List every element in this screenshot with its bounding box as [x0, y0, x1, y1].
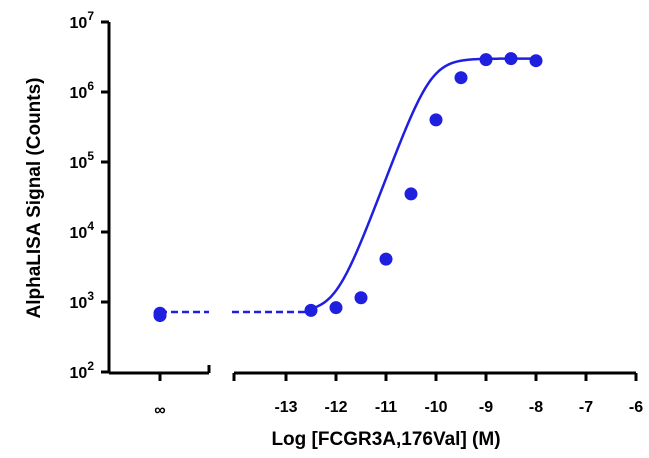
fit-curve	[310, 57, 536, 310]
y-tick-label: 106	[70, 79, 95, 102]
y-axis-title: AlphaLISA Signal (Counts)	[24, 77, 45, 318]
plot-area	[153, 52, 543, 323]
y-tick-base: 10	[70, 155, 88, 172]
y-tick-base: 10	[70, 295, 88, 312]
y-tick-base: 10	[70, 15, 88, 32]
y-tick-exponent: 6	[87, 79, 94, 93]
x-tick-label: -8	[529, 399, 543, 416]
x-tick-label-infinity: ∞	[154, 402, 165, 419]
y-tick-label: 103	[70, 289, 95, 312]
data-point	[454, 71, 468, 85]
x-tick-label: -6	[629, 399, 643, 416]
x-tick-label: -10	[424, 399, 447, 416]
y-tick-label: 102	[70, 359, 95, 382]
y-tick-exponent: 2	[87, 359, 94, 373]
y-tick-base: 10	[70, 85, 88, 102]
x-axis: ∞ -13 -12 -11 -10 -9 -8 -7 -6 Log [FCGR3A,176Val…	[109, 365, 643, 450]
y-tick-exponent: 4	[87, 219, 94, 233]
x-ticks: ∞ -13 -12 -11 -10 -9 -8 -7 -6	[154, 365, 643, 419]
data-point	[404, 187, 418, 201]
data-point-zero-concentration	[153, 309, 167, 323]
data-point	[354, 291, 368, 305]
x-tick-label: -11	[375, 399, 397, 416]
data-point	[304, 303, 318, 317]
data-point	[504, 52, 518, 66]
data-point	[479, 53, 493, 67]
data-point	[429, 113, 443, 127]
data-point	[329, 301, 343, 315]
x-axis-title: Log [FCGR3A,176Val] (M)	[271, 429, 500, 450]
data-point	[379, 252, 393, 266]
x-tick-label: -9	[479, 399, 493, 416]
y-tick-base: 10	[70, 365, 88, 382]
x-tick-label: -12	[324, 399, 347, 416]
y-tick-label: 104	[70, 219, 95, 242]
y-tick-exponent: 5	[87, 149, 94, 163]
y-tick-exponent: 7	[87, 9, 94, 23]
x-tick-label: -13	[274, 399, 297, 416]
x-tick-label: -7	[579, 399, 593, 416]
y-tick-exponent: 3	[87, 289, 94, 303]
y-tick-label: 107	[70, 9, 95, 32]
y-tick-base: 10	[70, 225, 88, 242]
y-tick-label: 105	[70, 149, 95, 172]
data-point	[529, 54, 543, 68]
